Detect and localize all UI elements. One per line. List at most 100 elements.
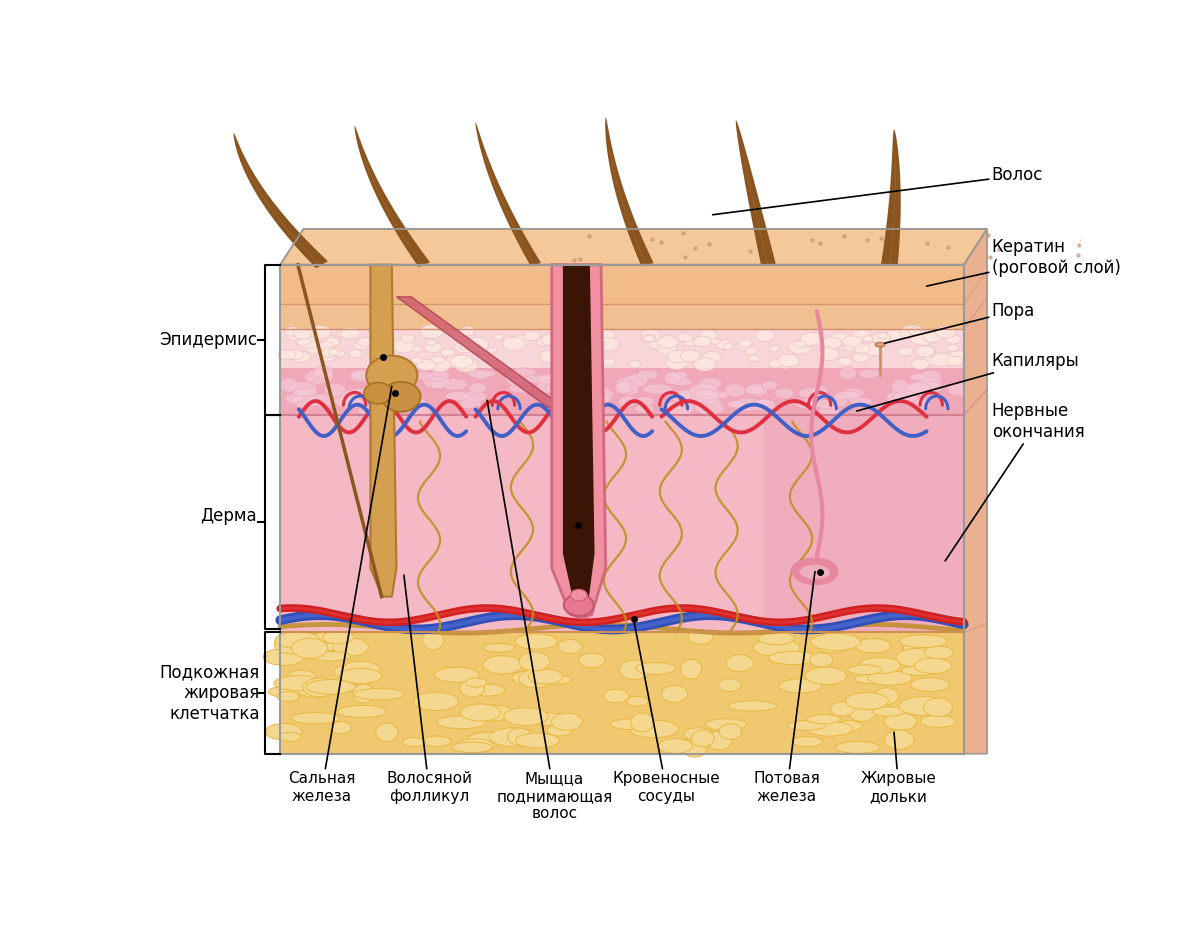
Ellipse shape xyxy=(836,720,862,731)
Ellipse shape xyxy=(887,330,905,341)
Ellipse shape xyxy=(947,344,959,351)
Ellipse shape xyxy=(680,659,702,679)
Ellipse shape xyxy=(328,349,340,356)
Ellipse shape xyxy=(396,398,416,408)
Ellipse shape xyxy=(536,380,566,394)
Ellipse shape xyxy=(842,388,864,397)
Text: Волосяной
фолликул: Волосяной фолликул xyxy=(386,575,472,804)
Ellipse shape xyxy=(659,739,692,754)
Ellipse shape xyxy=(414,372,433,380)
Ellipse shape xyxy=(818,406,839,416)
Text: Нервные
окончания: Нервные окончания xyxy=(946,402,1085,561)
Ellipse shape xyxy=(504,707,548,726)
Ellipse shape xyxy=(691,730,714,747)
Ellipse shape xyxy=(425,339,436,346)
Ellipse shape xyxy=(648,337,670,349)
Text: Дерма: Дерма xyxy=(200,507,257,526)
Ellipse shape xyxy=(422,630,444,650)
Ellipse shape xyxy=(578,654,605,667)
Ellipse shape xyxy=(578,354,599,366)
Ellipse shape xyxy=(512,335,528,344)
Ellipse shape xyxy=(554,375,586,389)
Ellipse shape xyxy=(263,649,305,666)
Ellipse shape xyxy=(749,355,760,362)
Ellipse shape xyxy=(293,351,311,362)
Ellipse shape xyxy=(916,346,935,357)
Ellipse shape xyxy=(538,375,559,384)
Ellipse shape xyxy=(847,665,882,675)
Ellipse shape xyxy=(520,652,550,671)
Ellipse shape xyxy=(450,355,473,368)
Ellipse shape xyxy=(310,652,350,661)
Ellipse shape xyxy=(353,684,374,703)
Ellipse shape xyxy=(293,328,312,339)
Ellipse shape xyxy=(409,398,427,411)
Ellipse shape xyxy=(288,679,329,687)
Ellipse shape xyxy=(379,334,392,341)
Ellipse shape xyxy=(689,384,719,397)
Ellipse shape xyxy=(456,739,494,753)
Ellipse shape xyxy=(904,382,931,396)
Ellipse shape xyxy=(695,401,724,414)
Polygon shape xyxy=(552,265,606,618)
Ellipse shape xyxy=(748,384,768,397)
Ellipse shape xyxy=(468,732,509,745)
Ellipse shape xyxy=(619,660,650,679)
Ellipse shape xyxy=(523,713,569,726)
Ellipse shape xyxy=(701,391,718,404)
Ellipse shape xyxy=(295,335,319,349)
Ellipse shape xyxy=(684,728,713,741)
Ellipse shape xyxy=(472,684,505,696)
Ellipse shape xyxy=(349,349,362,358)
Ellipse shape xyxy=(434,667,479,682)
Ellipse shape xyxy=(373,387,390,402)
Ellipse shape xyxy=(689,629,713,644)
Ellipse shape xyxy=(758,632,794,645)
Ellipse shape xyxy=(703,351,721,362)
Ellipse shape xyxy=(850,398,872,405)
Ellipse shape xyxy=(364,337,374,342)
Text: Капиляры: Капиляры xyxy=(857,352,1080,411)
Ellipse shape xyxy=(856,639,890,653)
Ellipse shape xyxy=(922,356,938,365)
Ellipse shape xyxy=(863,336,874,342)
Ellipse shape xyxy=(466,679,487,687)
Ellipse shape xyxy=(726,654,754,671)
Polygon shape xyxy=(475,122,541,266)
Ellipse shape xyxy=(382,382,421,412)
Ellipse shape xyxy=(398,393,416,407)
Ellipse shape xyxy=(461,704,500,721)
Ellipse shape xyxy=(616,381,631,394)
Ellipse shape xyxy=(924,698,953,717)
Ellipse shape xyxy=(458,341,474,349)
Ellipse shape xyxy=(582,368,606,377)
Ellipse shape xyxy=(631,713,654,732)
Ellipse shape xyxy=(884,730,914,749)
Ellipse shape xyxy=(775,388,793,399)
Ellipse shape xyxy=(898,347,913,356)
Ellipse shape xyxy=(338,705,386,717)
Ellipse shape xyxy=(666,356,688,370)
Ellipse shape xyxy=(830,702,854,717)
Polygon shape xyxy=(881,129,901,265)
Ellipse shape xyxy=(806,715,840,724)
Ellipse shape xyxy=(910,374,925,381)
Ellipse shape xyxy=(594,341,606,349)
Ellipse shape xyxy=(412,357,422,363)
Ellipse shape xyxy=(292,394,319,408)
Ellipse shape xyxy=(892,379,908,393)
Ellipse shape xyxy=(296,337,311,346)
Ellipse shape xyxy=(671,389,702,402)
Ellipse shape xyxy=(330,721,352,734)
Ellipse shape xyxy=(341,661,380,679)
Ellipse shape xyxy=(830,332,850,344)
Ellipse shape xyxy=(455,341,473,352)
Ellipse shape xyxy=(308,325,331,338)
Ellipse shape xyxy=(719,723,742,740)
Ellipse shape xyxy=(341,388,372,402)
Ellipse shape xyxy=(924,336,935,342)
Ellipse shape xyxy=(863,342,886,356)
Text: Кровеносные
сосуды: Кровеносные сосуды xyxy=(612,619,720,804)
Ellipse shape xyxy=(437,716,486,729)
Ellipse shape xyxy=(287,670,317,684)
